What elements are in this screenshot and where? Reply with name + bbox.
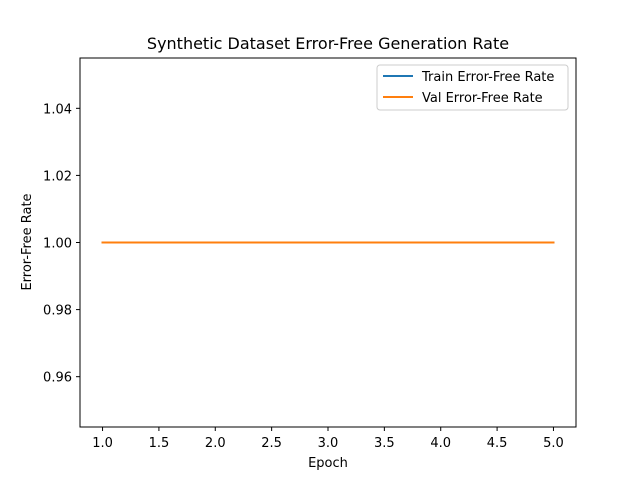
x-tick-label: 4.5 [487,436,508,451]
y-axis-label: Error-Free Rate [20,193,35,290]
x-axis-label: Epoch [308,456,348,471]
legend: Train Error-Free Rate Val Error-Free Rat… [376,64,569,111]
chart-title: Synthetic Dataset Error-Free Generation … [147,34,509,53]
y-tick-label: 0.98 [43,304,72,319]
legend-label-train: Train Error-Free Rate [421,70,554,85]
x-axis: 1.0 1.5 2.0 2.5 3.0 3.5 4.0 4.5 5.0 [92,427,564,451]
x-tick-label: 2.0 [205,436,226,451]
x-tick-label: 3.0 [318,436,339,451]
x-tick-label: 4.0 [430,436,451,451]
x-tick-label: 1.0 [92,436,113,451]
x-tick-label: 5.0 [543,436,564,451]
x-tick-label: 3.5 [374,436,395,451]
legend-label-val: Val Error-Free Rate [422,91,543,106]
x-tick-label: 2.5 [261,436,282,451]
x-tick-label: 1.5 [149,436,170,451]
legend-box [376,64,569,111]
y-tick-label: 1.02 [43,169,72,184]
y-axis: 0.96 0.98 1.00 1.02 1.04 [43,102,80,386]
y-tick-label: 0.96 [43,371,72,386]
y-tick-label: 1.00 [43,237,72,252]
y-tick-label: 1.04 [43,102,72,117]
